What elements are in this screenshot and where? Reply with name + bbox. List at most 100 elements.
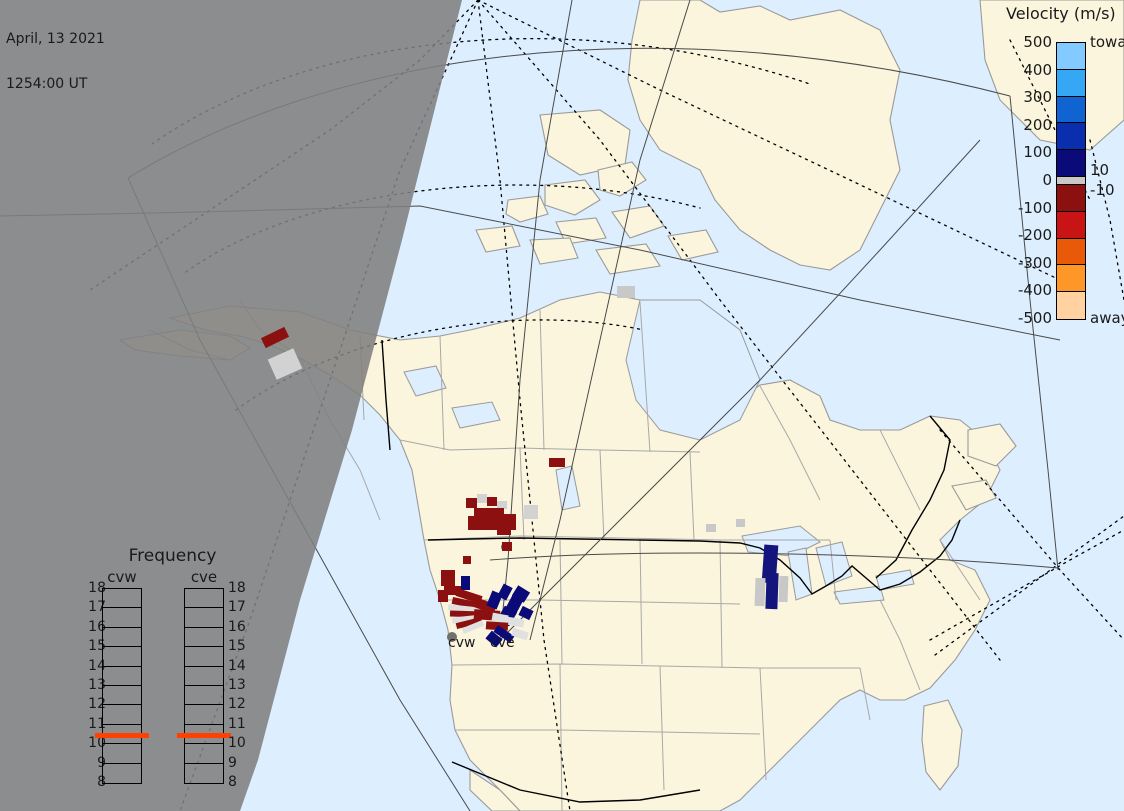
frequency-tick-label: 16	[88, 618, 106, 635]
velocity-swatch	[1057, 238, 1085, 266]
velocity-swatch	[1057, 292, 1085, 319]
frequency-cell	[103, 667, 141, 686]
arctic-canada	[627, 0, 901, 271]
mlon-3	[477, 0, 1001, 661]
frequency-scale-cve	[177, 588, 231, 784]
frequency-tick-label: 17	[228, 599, 246, 616]
island-6	[611, 205, 665, 239]
frequency-legend-title: Frequency	[128, 546, 217, 566]
frequency-cell	[185, 764, 223, 783]
frequency-tick-label: 8	[228, 774, 237, 790]
fov-edge-right	[1009, 95, 1059, 571]
frequency-scale-cvw	[95, 588, 149, 784]
northeast-coast	[875, 415, 951, 579]
frequency-cell	[103, 705, 141, 725]
velocity-swatch	[1057, 184, 1085, 212]
site-label-cve: cve	[490, 635, 515, 651]
frequency-tick-label: 8	[97, 774, 106, 790]
frequency-cell	[103, 764, 141, 783]
frequency-tick-label: 13	[88, 677, 106, 693]
frequency-cell	[103, 647, 141, 667]
frequency-tick-label: 18	[88, 580, 106, 596]
frequency-cell	[185, 589, 223, 609]
velocity-side-label: 10	[1090, 161, 1110, 179]
lake-winnipeg	[555, 465, 581, 511]
florida	[921, 699, 963, 791]
beam-line-2	[529, 0, 691, 641]
nova-scotia	[951, 479, 997, 511]
velocity-side-label: toward	[1090, 33, 1124, 51]
lake-erie	[833, 585, 885, 605]
frequency-cell	[185, 705, 223, 725]
island-10	[667, 229, 719, 261]
velocity-side-label: -10	[1090, 181, 1115, 199]
frequency-ticks-left: 18 17 16 15 14 13 12 11 10 9 8	[80, 580, 106, 790]
velocity-swatch	[1057, 43, 1085, 70]
velocity-tick-label: 300	[1023, 88, 1052, 107]
radar-dot-cve	[501, 543, 509, 551]
island-2	[544, 179, 601, 216]
frequency-cell	[103, 725, 141, 745]
velocity-swatch	[1057, 96, 1085, 124]
mlon-6	[939, 429, 1124, 641]
island-5	[555, 217, 607, 245]
landmass-layer	[118, 0, 1124, 811]
frequency-tick-label: 12	[228, 696, 246, 713]
island-9	[595, 243, 661, 275]
frequency-ticks-right: 18 17 16 15 14 13 12 11 10 9 8	[228, 580, 254, 790]
frequency-column-label-cve: cve	[190, 568, 218, 586]
alaska-canada-border	[381, 339, 391, 451]
island-8	[529, 237, 579, 265]
lake-ontario	[875, 569, 915, 591]
velocity-tick-label: 400	[1023, 60, 1052, 79]
frequency-tick-label: 9	[228, 754, 237, 771]
frequency-marker	[95, 732, 149, 738]
velocity-side-label: away	[1090, 309, 1124, 327]
hudson-bay	[625, 299, 761, 441]
frequency-cell	[185, 744, 223, 764]
velocity-swatch	[1057, 211, 1085, 239]
velocity-swatch	[1057, 176, 1085, 185]
frequency-tick-label: 10	[228, 735, 246, 752]
velocity-tick-labels: 500 400 300 200 100 0 -100 -200 -300 -400 -500	[1000, 30, 1052, 330]
velocity-tick-label: 100	[1023, 143, 1052, 162]
frequency-marker	[177, 732, 231, 738]
great-bear-lake	[403, 365, 447, 397]
us-mexico-border	[451, 761, 701, 803]
velocity-colorbar	[1056, 42, 1086, 320]
velocity-tick-label: 200	[1023, 115, 1052, 134]
velocity-side-labels: toward 10 -10 away	[1090, 30, 1124, 330]
frequency-tick-label: 11	[88, 715, 106, 732]
velocity-tick-label: -100	[1017, 198, 1052, 217]
frequency-tick-label: 15	[228, 638, 246, 655]
frequency-cell	[185, 686, 223, 706]
velocity-tick-label: -300	[1017, 253, 1052, 272]
frequency-tick-label: 17	[88, 599, 106, 616]
mlon-7	[929, 529, 1124, 641]
frequency-tick-label: 9	[97, 754, 106, 771]
frequency-legend: Frequency cvw 18 17 16 15 14 13 12 11 10 9 8 cve 1…	[80, 546, 265, 790]
title-time: 1254:00 UT	[6, 76, 88, 92]
frequency-cell	[185, 608, 223, 628]
frequency-cell	[103, 628, 141, 648]
newfoundland	[967, 423, 1017, 467]
velocity-tick-label: 500	[1023, 33, 1052, 51]
frequency-tick-label: 18	[228, 580, 246, 596]
frequency-tick-label: 14	[88, 657, 106, 674]
velocity-tick-label: -200	[1017, 226, 1052, 245]
frequency-cell	[185, 647, 223, 667]
velocity-legend: Velocity (m/s) 500 400 300 200 100 0 -100 -200 -…	[1000, 0, 1124, 340]
velocity-swatch	[1057, 69, 1085, 97]
velocity-tick-label: -500	[1017, 309, 1052, 327]
frequency-cell	[103, 686, 141, 706]
frequency-tick-label: 15	[88, 638, 106, 655]
site-label-cvw: cvw	[448, 635, 476, 651]
frequency-cell	[103, 608, 141, 628]
frequency-tick-label: 14	[228, 657, 246, 674]
frequency-tick-label: 13	[228, 677, 246, 693]
frequency-tick-label: 10	[88, 735, 106, 752]
velocity-legend-title: Velocity (m/s)	[1006, 4, 1116, 23]
baja-california	[469, 768, 521, 811]
velocity-swatch	[1057, 123, 1085, 151]
